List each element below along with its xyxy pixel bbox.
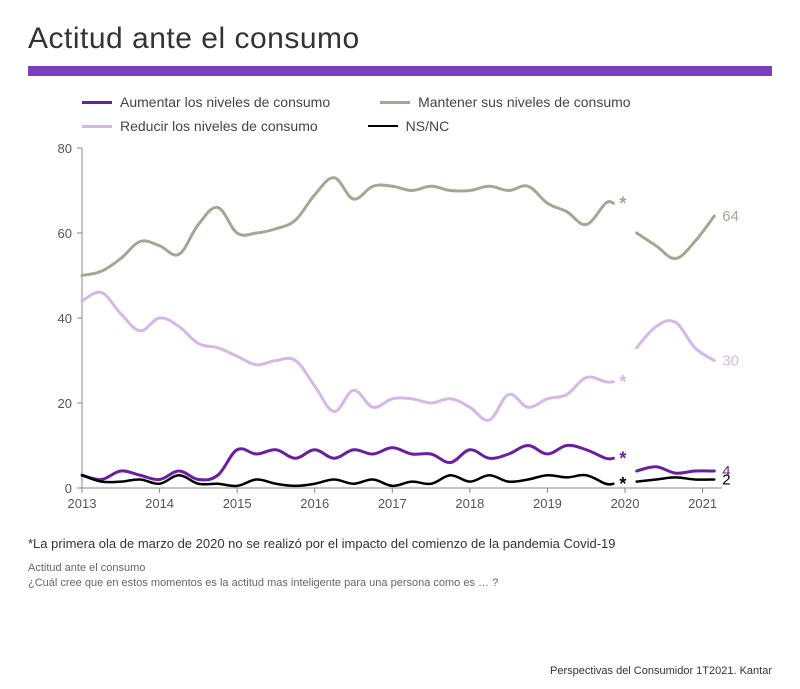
svg-text:2019: 2019 [533,496,562,511]
svg-text:2014: 2014 [145,496,174,511]
legend-label-mantener: Mantener sus niveles de consumo [418,94,630,110]
svg-text:60: 60 [58,226,72,241]
svg-text:20: 20 [58,396,72,411]
svg-text:80: 80 [58,141,72,156]
legend-item-nsnc: NS/NC [368,118,450,134]
legend-swatch-aumentar [82,101,112,104]
series-reducir-part1 [82,292,613,420]
series-mantener-part2 [637,216,715,259]
legend-label-reducir: Reducir los niveles de consumo [120,118,318,134]
footnote-asterisk: *La primera ola de marzo de 2020 no se r… [28,536,772,551]
svg-text:2020: 2020 [611,496,640,511]
svg-text:2015: 2015 [223,496,252,511]
legend-swatch-reducir [82,125,112,128]
svg-text:*: * [619,193,626,213]
svg-text:*: * [619,372,626,392]
svg-text:2016: 2016 [300,496,329,511]
footnote-line-1: Actitud ante el consumo [28,562,145,574]
svg-text:2: 2 [722,472,730,489]
legend-swatch-mantener [380,101,410,104]
svg-text:2021: 2021 [688,496,717,511]
footnote-block: Actitud ante el consumo ¿Cuál cree que e… [28,561,772,591]
legend-item-mantener: Mantener sus niveles de consumo [380,94,630,110]
page: Actitud ante el consumo Aumentar los niv… [0,0,800,689]
page-title: Actitud ante el consumo [28,22,772,56]
svg-text:40: 40 [58,311,72,326]
legend-label-nsnc: NS/NC [406,118,450,134]
svg-text:0: 0 [65,481,72,496]
source-caption: Perspectivas del Consumidor 1T2021. Kant… [550,665,772,677]
svg-text:2017: 2017 [378,496,407,511]
series-mantener-part1 [82,178,613,276]
series-nsnc-part2 [637,477,715,481]
svg-text:2013: 2013 [68,496,97,511]
svg-text:30: 30 [722,353,739,370]
legend: Aumentar los niveles de consumo Mantener… [28,94,772,134]
chart-svg: 0 20 40 60 80 2013 2014 2015 2016 2017 2018 2019 202… [28,140,772,520]
legend-item-aumentar: Aumentar los niveles de consumo [82,94,330,110]
svg-text:*: * [619,474,626,494]
line-chart: 0 20 40 60 80 2013 2014 2015 2016 2017 2018 2019 202… [28,140,772,520]
legend-item-reducir: Reducir los niveles de consumo [82,118,318,134]
svg-text:2018: 2018 [455,496,484,511]
legend-swatch-nsnc [368,125,398,128]
legend-label-aumentar: Aumentar los niveles de consumo [120,94,330,110]
footnote-line-2: ¿Cuál cree que en estos momentos es la a… [28,577,498,589]
series-aumentar-part1 [82,445,613,480]
series-reducir-part2 [637,321,715,361]
series-aumentar-part2 [637,467,715,474]
svg-text:*: * [619,448,626,468]
svg-text:64: 64 [722,208,739,225]
title-divider [28,66,772,76]
